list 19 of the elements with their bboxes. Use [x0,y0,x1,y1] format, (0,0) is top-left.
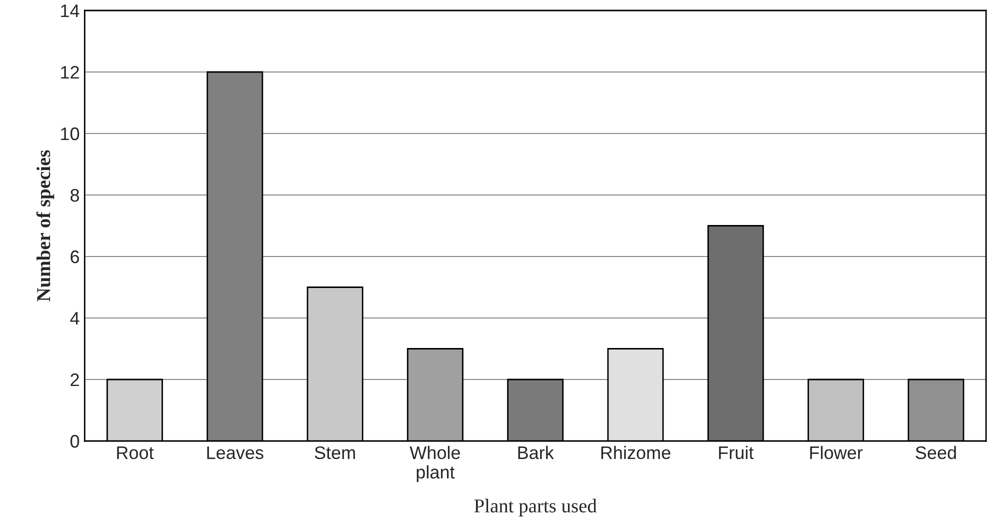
x-tick-label: Whole plant [410,446,460,482]
x-tick-label: Root [117,446,154,460]
x-tick-label: Leaves [207,446,264,460]
y-tick-label: 14 [61,4,80,18]
x-tick-label: Fruit [719,446,754,460]
x-tick-label: Rhizome [601,446,670,460]
x-axis-title: Plant parts used [474,498,597,516]
y-tick-label: 2 [70,373,79,386]
y-tick-label: 4 [70,312,80,325]
x-tick-label: Bark [518,446,554,460]
y-axis-title: Number of species [36,150,54,302]
x-tick-label: Stem [314,446,355,460]
y-tick-label: 8 [70,188,80,202]
y-tick-label: 6 [70,250,80,264]
y-tick-label: 0 [70,434,80,448]
x-tick-label: Seed [916,446,956,460]
x-tick-label: Flower [810,446,863,460]
y-tick-label: 10 [61,127,80,140]
y-tick-label: 12 [61,66,79,79]
